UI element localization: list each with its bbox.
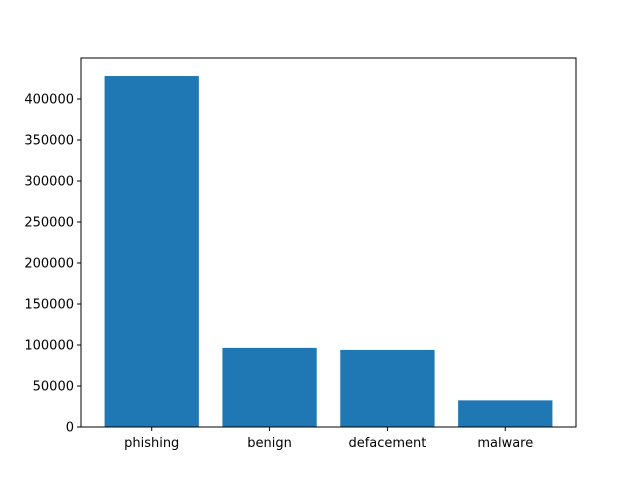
x-tick-label: benign xyxy=(247,436,292,451)
bar-defacement xyxy=(340,349,435,427)
y-tick-label: 300000 xyxy=(24,175,74,190)
y-tick-label: 200000 xyxy=(24,257,74,272)
y-tick-label: 0 xyxy=(66,421,74,436)
y-tick-label: 150000 xyxy=(24,298,74,313)
y-tick-label: 100000 xyxy=(24,339,74,354)
bar-phishing xyxy=(104,76,199,427)
bar-benign xyxy=(222,347,317,427)
y-axis: 0 50000 100000 150000 200000 250000 300000 3500… xyxy=(24,93,81,436)
y-tick-label: 350000 xyxy=(24,134,74,149)
x-tick-label: phishing xyxy=(124,436,179,451)
plot-frame xyxy=(80,57,577,428)
y-tick-label: 400000 xyxy=(24,93,74,108)
y-tick-label: 50000 xyxy=(33,380,74,395)
x-tick-label: malware xyxy=(477,436,533,451)
x-axis: phishing benign defacement malware xyxy=(124,427,533,451)
bars-group xyxy=(104,76,553,427)
x-tick-label: defacement xyxy=(348,436,426,451)
bar-malware xyxy=(458,400,553,427)
y-tick-label: 250000 xyxy=(24,216,74,231)
